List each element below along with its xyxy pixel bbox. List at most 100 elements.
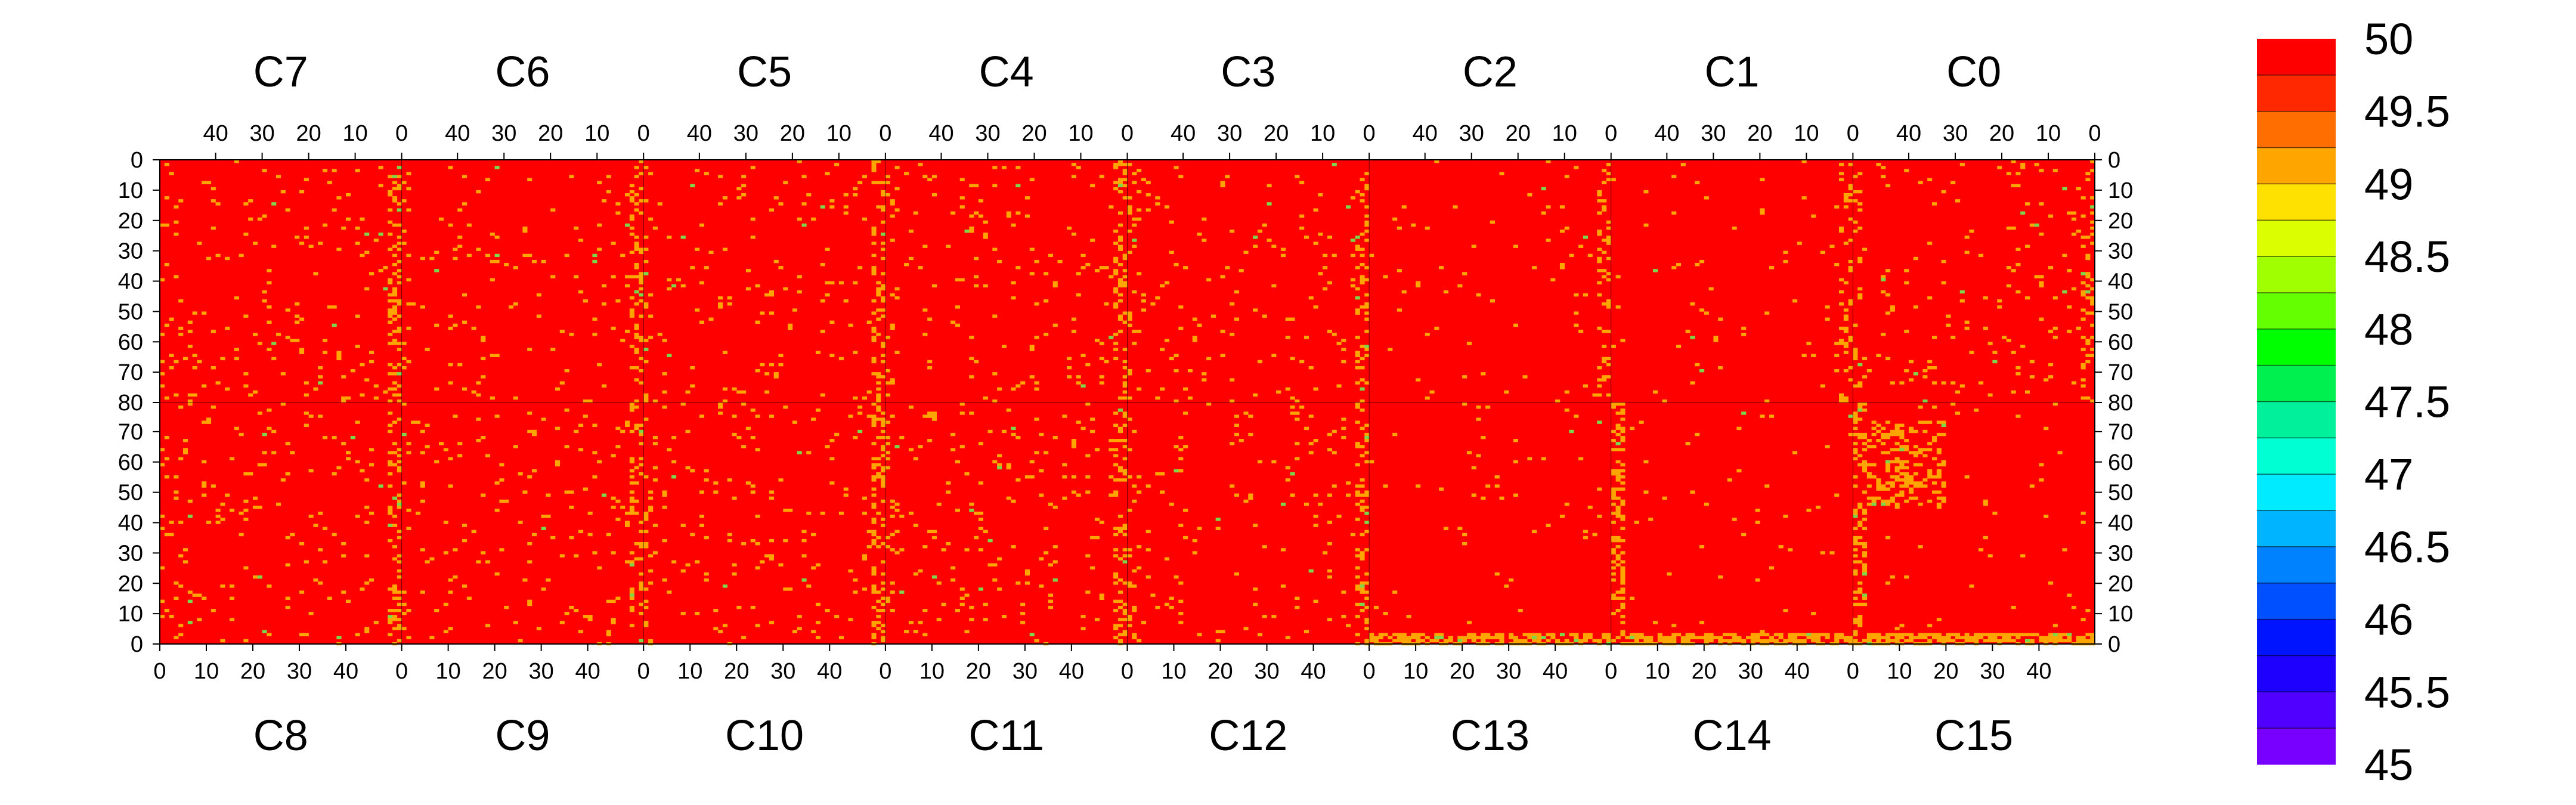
y-tick-label: 20: [2108, 571, 2133, 596]
heatmap-cell: [583, 399, 588, 403]
heatmap-cell: [392, 615, 398, 618]
heatmap-cell: [1853, 572, 1858, 576]
heatmap-cell: [1871, 463, 1877, 467]
heatmap-cell: [894, 502, 900, 506]
heatmap-cell: [1871, 633, 1877, 637]
heatmap-cell: [1671, 211, 1677, 215]
heatmap-cell: [341, 226, 346, 230]
heatmap-cell: [1490, 299, 1495, 303]
heatmap-cell: [1346, 493, 1351, 497]
heatmap-cell: [1857, 618, 1863, 621]
heatmap-cell: [1755, 636, 1760, 640]
heatmap-cell: [1360, 278, 1365, 281]
heatmap-cell: [1839, 393, 1844, 397]
heatmap-cell: [1899, 436, 1905, 439]
heatmap-cell: [1866, 639, 1872, 643]
heatmap-cell: [1383, 612, 1388, 615]
heatmap-cell: [745, 287, 751, 291]
heatmap-cell: [881, 190, 886, 194]
heatmap-cell: [881, 375, 886, 379]
heatmap-cell: [1122, 524, 1128, 527]
heatmap-cell: [1271, 284, 1277, 287]
heatmap-cell: [1364, 293, 1370, 297]
heatmap-cell: [1685, 633, 1690, 637]
heatmap-cell: [1606, 636, 1611, 640]
heatmap-cell: [881, 247, 886, 251]
heatmap-cell: [1253, 308, 1258, 312]
heatmap-cell: [639, 381, 644, 385]
heatmap-cell: [1955, 633, 1961, 637]
heatmap-cell: [969, 618, 974, 621]
heatmap-cell: [1364, 187, 1370, 191]
heatmap-cell: [950, 320, 956, 324]
heatmap-cell: [1932, 481, 1937, 485]
heatmap-cell: [1039, 557, 1044, 561]
heatmap-cell: [1950, 639, 1956, 643]
heatmap-cell: [741, 542, 747, 546]
heatmap-cell: [1699, 636, 1705, 640]
heatmap-cell: [369, 351, 374, 354]
heatmap-cell: [1234, 414, 1239, 418]
heatmap-cell: [466, 223, 472, 227]
heatmap-cell: [1792, 299, 1798, 303]
heatmap-cell: [1894, 423, 1900, 427]
heatmap-cell: [1197, 633, 1202, 637]
heatmap-cell: [1304, 336, 1309, 339]
heatmap-cell: [299, 542, 305, 546]
heatmap-cell: [401, 181, 407, 184]
heatmap-cell: [369, 448, 374, 451]
heatmap-cell: [569, 490, 574, 494]
heatmap-cell: [1285, 336, 1290, 339]
heatmap-cell: [392, 627, 398, 630]
heatmap-cell: [1862, 466, 1868, 470]
heatmap-cell: [2080, 384, 2086, 388]
heatmap-cell: [2015, 290, 2021, 294]
heatmap-cell: [550, 208, 556, 212]
heatmap-cell: [2062, 187, 2067, 191]
heatmap-cell: [299, 190, 305, 194]
heatmap-cell: [1122, 439, 1128, 442]
heatmap-cell: [378, 269, 383, 273]
heatmap-cell: [1117, 557, 1123, 561]
heatmap-cell: [1894, 639, 1900, 643]
heatmap-cell: [1597, 233, 1602, 236]
heatmap-cell: [1234, 493, 1239, 497]
heatmap-cell: [401, 342, 407, 345]
heatmap-cell: [1922, 448, 1928, 451]
heatmap-cell: [1611, 402, 1616, 406]
heatmap-cell: [639, 211, 644, 215]
heatmap-cell: [1220, 354, 1225, 357]
heatmap-cell: [388, 175, 393, 178]
heatmap-cell: [1788, 636, 1793, 640]
heatmap-cell: [230, 457, 235, 460]
heatmap-cell: [2025, 202, 2030, 206]
heatmap-cell: [1383, 484, 1388, 488]
heatmap-cell: [760, 311, 765, 315]
heatmap-cell: [1090, 417, 1095, 421]
heatmap-cell: [2067, 639, 2072, 643]
heatmap-cell: [2085, 290, 2091, 294]
heatmap-cell: [862, 217, 867, 221]
heatmap-cell: [1397, 269, 1402, 273]
heatmap-cell: [1443, 527, 1448, 530]
heatmap-cell: [220, 639, 225, 643]
heatmap-cell: [388, 333, 393, 336]
heatmap-cell: [1225, 266, 1230, 270]
heatmap-cell: [801, 578, 807, 582]
heatmap-cell: [164, 475, 169, 479]
heatmap-cell: [825, 445, 830, 448]
heatmap-cell: [313, 578, 318, 582]
heatmap-cell: [1327, 329, 1332, 333]
heatmap-cell: [406, 172, 411, 175]
heatmap-cell: [969, 230, 974, 233]
heatmap-cell: [713, 490, 719, 494]
heatmap-cell: [2048, 329, 2054, 333]
heatmap-cell: [1085, 402, 1091, 406]
heatmap-cell: [1913, 481, 1918, 485]
heatmap-cell: [1602, 633, 1607, 637]
heatmap-cell: [541, 527, 546, 530]
heatmap-cell: [332, 472, 337, 476]
heatmap-cell: [1862, 436, 1868, 439]
heatmap-cell: [1117, 408, 1123, 412]
heatmap-cell: [574, 609, 579, 612]
